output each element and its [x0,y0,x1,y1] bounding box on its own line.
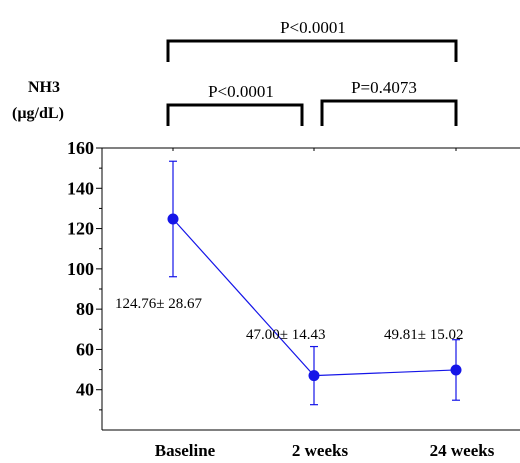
x-category-label: 24 weeks [430,441,495,460]
plot-area: 124.76± 28.67 47.00± 14.43 49.81± 15.02 [115,160,463,406]
data-label: 124.76± 28.67 [115,296,202,312]
axes: 40 60 80 100 120 140 160 Baseline 2 weeks 24 week… [67,138,520,460]
y-tick-label: 120 [67,219,94,239]
comparison-bracket: P<0.0001 [166,18,458,62]
y-tick-label: 140 [67,178,94,198]
data-point [308,370,320,382]
y-axis-title-line2: (µg/dL) [12,105,64,122]
p-value-label: P<0.0001 [280,18,346,37]
x-category-label: 2 weeks [292,441,349,460]
comparison-bracket: P=0.4073 [320,78,458,126]
p-value-label: P<0.0001 [208,82,274,101]
y-tick-label: 40 [76,380,94,400]
bracket-line [166,39,458,62]
y-tick-label: 60 [76,339,94,359]
y-tick-label: 160 [67,138,94,158]
p-value-label: P=0.4073 [351,78,417,97]
comparison-bracket: P<0.0001 [166,82,304,126]
data-label: 49.81± 15.02 [384,327,463,343]
y-axis-title-line1: NH3 [28,79,60,96]
y-tick-label: 80 [76,299,94,319]
significance-brackets: P<0.0001 P<0.0001 P=0.4073 [166,18,458,126]
bracket-line [166,103,304,126]
data-point [450,364,462,376]
bracket-line [320,99,458,126]
y-tick-label: 100 [67,259,94,279]
x-category-label: Baseline [155,441,216,460]
data-label: 47.00± 14.43 [246,327,325,343]
data-point [167,213,179,225]
